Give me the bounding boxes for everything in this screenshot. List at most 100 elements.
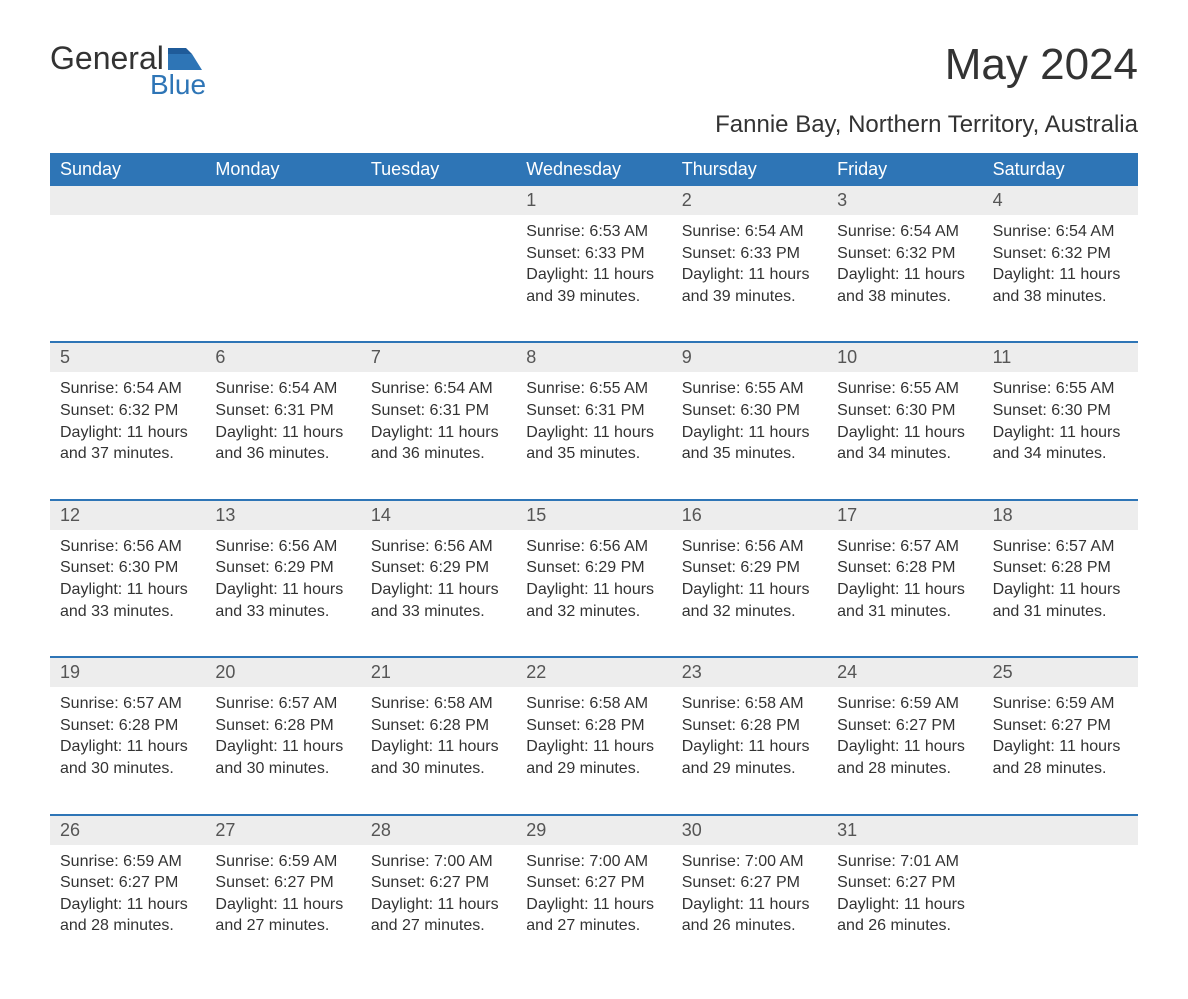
- daylight-line: Daylight: 11 hours and 30 minutes.: [60, 736, 195, 779]
- daylight-line: Daylight: 11 hours and 38 minutes.: [993, 264, 1128, 307]
- day-number: 21: [361, 658, 516, 687]
- sunset-line: Sunset: 6:31 PM: [371, 400, 506, 422]
- sunset-line: Sunset: 6:27 PM: [526, 872, 661, 894]
- logo-text-1: General: [50, 40, 164, 77]
- day-cell: Sunrise: 6:58 AMSunset: 6:28 PMDaylight:…: [672, 687, 827, 801]
- calendar-week: 12131415161718Sunrise: 6:56 AMSunset: 6:…: [50, 499, 1138, 644]
- sunrise-line: Sunrise: 6:54 AM: [60, 378, 195, 400]
- day-number: 28: [361, 816, 516, 845]
- day-number: [983, 816, 1138, 845]
- sunrise-line: Sunrise: 6:55 AM: [526, 378, 661, 400]
- sunset-line: Sunset: 6:27 PM: [215, 872, 350, 894]
- sunset-line: Sunset: 6:31 PM: [526, 400, 661, 422]
- day-number: 13: [205, 501, 360, 530]
- day-number: [205, 186, 360, 215]
- daylight-line: Daylight: 11 hours and 36 minutes.: [371, 422, 506, 465]
- sunrise-line: Sunrise: 6:58 AM: [371, 693, 506, 715]
- sunrise-line: Sunrise: 7:00 AM: [526, 851, 661, 873]
- sunrise-line: Sunrise: 7:00 AM: [371, 851, 506, 873]
- sunrise-line: Sunrise: 6:56 AM: [526, 536, 661, 558]
- day-cell: Sunrise: 6:55 AMSunset: 6:30 PMDaylight:…: [827, 372, 982, 486]
- sunrise-line: Sunrise: 7:00 AM: [682, 851, 817, 873]
- day-number: 31: [827, 816, 982, 845]
- daylight-line: Daylight: 11 hours and 32 minutes.: [526, 579, 661, 622]
- daylight-line: Daylight: 11 hours and 29 minutes.: [526, 736, 661, 779]
- sunrise-line: Sunrise: 6:54 AM: [371, 378, 506, 400]
- day-cell: [50, 215, 205, 329]
- sunset-line: Sunset: 6:30 PM: [993, 400, 1128, 422]
- sunset-line: Sunset: 6:31 PM: [215, 400, 350, 422]
- daylight-line: Daylight: 11 hours and 35 minutes.: [526, 422, 661, 465]
- daylight-line: Daylight: 11 hours and 35 minutes.: [682, 422, 817, 465]
- day-cell: Sunrise: 6:57 AMSunset: 6:28 PMDaylight:…: [983, 530, 1138, 644]
- day-header-cell: Tuesday: [361, 153, 516, 186]
- logo-flag-icon: [168, 48, 202, 70]
- day-cell: Sunrise: 6:56 AMSunset: 6:29 PMDaylight:…: [672, 530, 827, 644]
- sunset-line: Sunset: 6:27 PM: [837, 715, 972, 737]
- sunrise-line: Sunrise: 6:56 AM: [215, 536, 350, 558]
- daylight-line: Daylight: 11 hours and 28 minutes.: [837, 736, 972, 779]
- sunset-line: Sunset: 6:27 PM: [837, 872, 972, 894]
- day-cell: Sunrise: 6:55 AMSunset: 6:30 PMDaylight:…: [983, 372, 1138, 486]
- day-number: [361, 186, 516, 215]
- sunrise-line: Sunrise: 6:56 AM: [60, 536, 195, 558]
- day-number: 15: [516, 501, 671, 530]
- sunset-line: Sunset: 6:27 PM: [993, 715, 1128, 737]
- day-number: 8: [516, 343, 671, 372]
- sunrise-line: Sunrise: 6:54 AM: [682, 221, 817, 243]
- sunrise-line: Sunrise: 6:59 AM: [215, 851, 350, 873]
- day-number: 1: [516, 186, 671, 215]
- sunset-line: Sunset: 6:28 PM: [682, 715, 817, 737]
- sunset-line: Sunset: 6:29 PM: [682, 557, 817, 579]
- sunrise-line: Sunrise: 7:01 AM: [837, 851, 972, 873]
- sunrise-line: Sunrise: 6:59 AM: [60, 851, 195, 873]
- day-header-cell: Sunday: [50, 153, 205, 186]
- day-number: 18: [983, 501, 1138, 530]
- sunset-line: Sunset: 6:28 PM: [837, 557, 972, 579]
- sunrise-line: Sunrise: 6:59 AM: [993, 693, 1128, 715]
- day-number: 10: [827, 343, 982, 372]
- sunrise-line: Sunrise: 6:58 AM: [526, 693, 661, 715]
- day-number: 30: [672, 816, 827, 845]
- calendar-week: 262728293031 Sunrise: 6:59 AMSunset: 6:2…: [50, 814, 1138, 959]
- day-number: 11: [983, 343, 1138, 372]
- sunset-line: Sunset: 6:27 PM: [371, 872, 506, 894]
- day-number: 7: [361, 343, 516, 372]
- day-number: 3: [827, 186, 982, 215]
- sunrise-line: Sunrise: 6:57 AM: [993, 536, 1128, 558]
- daylight-line: Daylight: 11 hours and 28 minutes.: [60, 894, 195, 937]
- sunrise-line: Sunrise: 6:54 AM: [837, 221, 972, 243]
- sunrise-line: Sunrise: 6:57 AM: [837, 536, 972, 558]
- day-cell: Sunrise: 6:57 AMSunset: 6:28 PMDaylight:…: [50, 687, 205, 801]
- sunrise-line: Sunrise: 6:56 AM: [371, 536, 506, 558]
- day-cell: Sunrise: 6:56 AMSunset: 6:29 PMDaylight:…: [516, 530, 671, 644]
- daynum-row: 12131415161718: [50, 501, 1138, 530]
- sunrise-line: Sunrise: 6:55 AM: [682, 378, 817, 400]
- daylight-line: Daylight: 11 hours and 30 minutes.: [215, 736, 350, 779]
- day-cell: Sunrise: 7:00 AMSunset: 6:27 PMDaylight:…: [361, 845, 516, 959]
- day-number: 22: [516, 658, 671, 687]
- day-number: 4: [983, 186, 1138, 215]
- day-cell: Sunrise: 6:59 AMSunset: 6:27 PMDaylight:…: [205, 845, 360, 959]
- day-cell: Sunrise: 6:57 AMSunset: 6:28 PMDaylight:…: [205, 687, 360, 801]
- day-cell: Sunrise: 6:58 AMSunset: 6:28 PMDaylight:…: [516, 687, 671, 801]
- day-number: 9: [672, 343, 827, 372]
- page-title: May 2024: [945, 40, 1138, 90]
- sunset-line: Sunset: 6:30 PM: [682, 400, 817, 422]
- sunset-line: Sunset: 6:29 PM: [215, 557, 350, 579]
- day-number: 14: [361, 501, 516, 530]
- day-number: 24: [827, 658, 982, 687]
- sunrise-line: Sunrise: 6:57 AM: [60, 693, 195, 715]
- daynum-row: 19202122232425: [50, 658, 1138, 687]
- sunrise-line: Sunrise: 6:55 AM: [993, 378, 1128, 400]
- calendar-header-row: SundayMondayTuesdayWednesdayThursdayFrid…: [50, 153, 1138, 186]
- day-header-cell: Saturday: [983, 153, 1138, 186]
- day-cell: Sunrise: 7:01 AMSunset: 6:27 PMDaylight:…: [827, 845, 982, 959]
- day-cell: Sunrise: 6:54 AMSunset: 6:31 PMDaylight:…: [361, 372, 516, 486]
- day-number: 19: [50, 658, 205, 687]
- daynum-row: 262728293031: [50, 816, 1138, 845]
- sunset-line: Sunset: 6:27 PM: [682, 872, 817, 894]
- daylight-line: Daylight: 11 hours and 27 minutes.: [526, 894, 661, 937]
- sunset-line: Sunset: 6:27 PM: [60, 872, 195, 894]
- day-cell: Sunrise: 6:59 AMSunset: 6:27 PMDaylight:…: [983, 687, 1138, 801]
